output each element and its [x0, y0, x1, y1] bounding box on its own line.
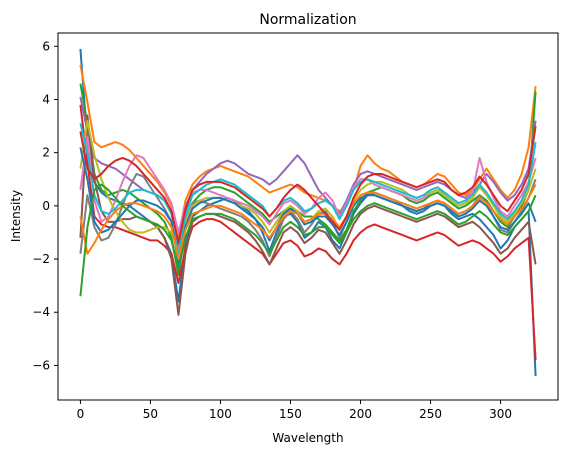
series-line-10: [79, 123, 537, 258]
y-tick-label: −2: [32, 252, 50, 266]
series-line-4: [79, 104, 537, 361]
y-tick-label: 6: [42, 39, 50, 53]
y-tick-label: 2: [42, 146, 50, 160]
x-tick-label: 100: [209, 407, 232, 421]
y-tick-label: 4: [42, 92, 50, 106]
x-tick-label: 250: [419, 407, 442, 421]
series-line-11: [79, 147, 537, 266]
y-tick-label: −4: [32, 305, 50, 319]
series-group: [79, 48, 537, 377]
y-axis-label: Intensity: [9, 190, 23, 242]
series-line-12: [79, 184, 537, 261]
x-tick-label: 200: [349, 407, 372, 421]
x-tick-label: 0: [77, 407, 85, 421]
x-tick-label: 150: [279, 407, 302, 421]
series-line-13: [79, 183, 537, 297]
y-tick-label: 0: [42, 199, 50, 213]
x-axis-label: Wavelength: [272, 431, 343, 445]
series-line-14: [79, 125, 537, 245]
series-line-3: [79, 83, 537, 277]
y-axis: −6 −4 −2 0 2 4 6: [32, 39, 58, 372]
x-axis: 0 50 100 150 200 250 300: [77, 400, 512, 421]
y-tick-label: −6: [32, 358, 50, 372]
chart-title: Normalization: [259, 12, 356, 28]
x-tick-label: 300: [489, 407, 512, 421]
x-tick-label: 50: [143, 407, 158, 421]
series-line-6: [79, 114, 537, 316]
plot-frame: [57, 32, 559, 401]
